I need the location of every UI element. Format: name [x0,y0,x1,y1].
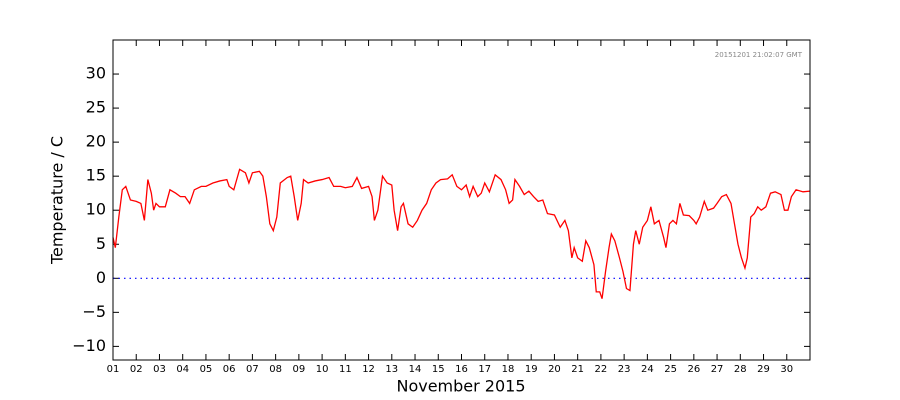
x-tick-label: 24 [641,364,654,375]
x-tick-label: 17 [478,364,491,375]
x-tick-label: 16 [455,364,468,375]
x-tick-label: 01 [107,364,120,375]
series-line [112,168,811,299]
x-tick-label: 04 [176,364,189,375]
x-tick-label: 12 [362,364,375,375]
x-tick-label: 29 [757,364,770,375]
x-tick-label: 02 [130,364,143,375]
x-tick-label: 27 [711,364,724,375]
y-tick-label: 25 [86,98,106,117]
x-tick-label: 19 [525,364,538,375]
x-tick-label: 15 [432,364,445,375]
x-tick-label: 26 [687,364,700,375]
x-tick-label: 14 [409,364,422,375]
timestamp: 20151201 21:02:07 GMT [715,51,803,59]
x-tick-label: 11 [339,364,352,375]
y-tick-label: −5 [82,302,106,321]
y-tick-label: 20 [86,132,106,151]
x-tick-label: 22 [595,364,608,375]
x-tick-label: 10 [316,364,329,375]
y-tick-label: 0 [96,268,106,287]
x-axis-label: November 2015 [396,377,525,396]
y-axis-label: Temperature / C [48,136,67,265]
x-tick-label: 18 [502,364,515,375]
x-tick-label: 20 [548,364,561,375]
x-tick-label: 06 [223,364,236,375]
y-tick-label: 15 [86,166,106,185]
x-tick-label: 05 [200,364,213,375]
x-tick-label: 25 [664,364,677,375]
plot-frame [112,39,811,361]
x-tick-label: 08 [269,364,282,375]
x-tick-label: 30 [780,364,793,375]
x-tick-label: 03 [153,364,166,375]
y-tick-label: −10 [72,336,106,355]
x-tick-label: 28 [734,364,747,375]
x-tick-label: 23 [618,364,631,375]
x-tick-label: 21 [571,364,584,375]
x-tick-label: 07 [246,364,259,375]
y-tick-label: 10 [86,200,106,219]
x-tick-label: 09 [292,364,305,375]
x-tick-label: 13 [385,364,398,375]
y-tick-label: 5 [96,234,106,253]
y-tick-label: 30 [86,64,106,83]
